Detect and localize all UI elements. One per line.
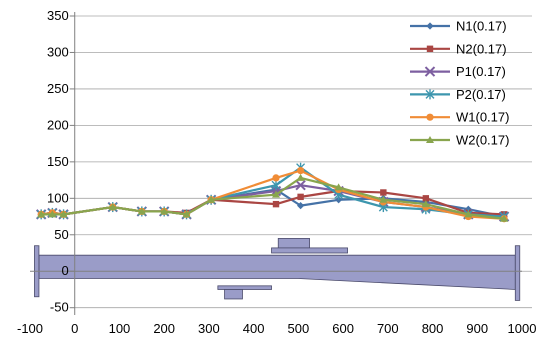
data-point [297, 167, 305, 175]
data-point [37, 210, 46, 218]
beam-upper-plate [271, 247, 348, 254]
x-tick-label: 0 [71, 321, 78, 336]
x-tick-label: 600 [332, 321, 354, 336]
x-tick-label: 400 [243, 321, 265, 336]
legend-label: W1(0.17) [456, 110, 509, 125]
legend-item-4: P2(0.17) [410, 87, 506, 102]
x-tick-label: 200 [153, 321, 175, 336]
data-point [160, 207, 169, 215]
data-point [48, 210, 57, 218]
legend-marker [425, 89, 435, 100]
data-point [380, 189, 387, 196]
data-point [335, 196, 343, 204]
marker-stroke [295, 179, 306, 191]
y-tick-label: 250 [47, 81, 69, 96]
beam-lower-boss [224, 289, 243, 300]
x-tick-label: 1000 [508, 321, 537, 336]
data-point [271, 180, 281, 191]
data-point [108, 203, 117, 211]
data-series [35, 162, 510, 223]
legend-item-3: P1(0.17) [410, 64, 506, 79]
legend-marker [424, 66, 436, 77]
data-point [137, 207, 146, 215]
y-tick-label: -50 [50, 300, 69, 315]
data-point [500, 214, 509, 222]
x-tick-label: 500 [288, 321, 310, 336]
y-tick-label: 300 [47, 44, 69, 59]
y-tick-label: 200 [47, 117, 69, 132]
y-tick-label: 0 [61, 263, 68, 278]
y-tick-label: 350 [47, 8, 69, 23]
data-point [379, 195, 388, 203]
data-point [207, 195, 216, 203]
data-point [297, 202, 305, 210]
data-point [182, 210, 191, 218]
legend-item-5: W1(0.17) [410, 110, 509, 125]
beam-right-flange [514, 245, 521, 301]
legend-label: W2(0.17) [456, 133, 509, 148]
data-point [421, 200, 430, 208]
legend-label: N1(0.17) [456, 19, 507, 34]
legend-item-2: N2(0.17) [410, 41, 507, 56]
data-point [295, 179, 306, 191]
data-point [272, 200, 280, 208]
axes [30, 12, 522, 315]
data-point [59, 210, 68, 218]
marker-stroke [424, 66, 436, 77]
beam-upper-boss [277, 238, 310, 249]
legend-marker [426, 113, 434, 121]
data-point [297, 193, 304, 201]
y-tick-label: 150 [47, 154, 69, 169]
legend-marker [426, 22, 434, 30]
beam-lower-plate [217, 285, 272, 290]
data-point [272, 174, 280, 182]
y-tick-label: 100 [47, 190, 69, 205]
legend-item-6: W2(0.17) [410, 133, 509, 148]
beam-body [38, 254, 516, 290]
data-point [422, 195, 430, 202]
legend-label: N2(0.17) [456, 41, 507, 56]
x-tick-label: 300 [198, 321, 220, 336]
data-point [334, 183, 343, 191]
x-tick-label: 700 [377, 321, 399, 336]
data-point [272, 190, 280, 198]
x-tick-label: 100 [109, 321, 131, 336]
legend-marker [426, 136, 434, 143]
series-6 [37, 173, 509, 222]
x-tick-label: 800 [422, 321, 444, 336]
legend-label: P1(0.17) [456, 64, 506, 79]
data-point [464, 210, 473, 218]
legend-marker [426, 45, 434, 52]
x-tick-label: -100 [17, 321, 43, 336]
y-tick-label: 50 [54, 227, 68, 242]
beam-diagram [34, 238, 521, 301]
legend: N1(0.17) N2(0.17) P1(0.17) P2(0.17) W1(0.17)… [410, 19, 509, 148]
legend-label: P2(0.17) [456, 87, 506, 102]
data-point [296, 173, 305, 181]
x-tick-label: 900 [466, 321, 488, 336]
legend-item-1: N1(0.17) [410, 19, 507, 34]
